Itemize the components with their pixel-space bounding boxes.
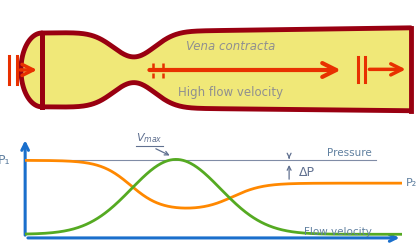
Text: High flow velocity: High flow velocity [178,86,283,99]
Text: Vena contracta: Vena contracta [186,40,275,53]
Text: Pressure: Pressure [327,148,372,158]
Text: P₂: P₂ [406,178,417,188]
Text: ΔP: ΔP [298,166,315,178]
Text: Flow velocity: Flow velocity [304,228,372,237]
Text: P₁: P₁ [0,154,10,167]
Text: $V_{max}$: $V_{max}$ [136,131,163,145]
